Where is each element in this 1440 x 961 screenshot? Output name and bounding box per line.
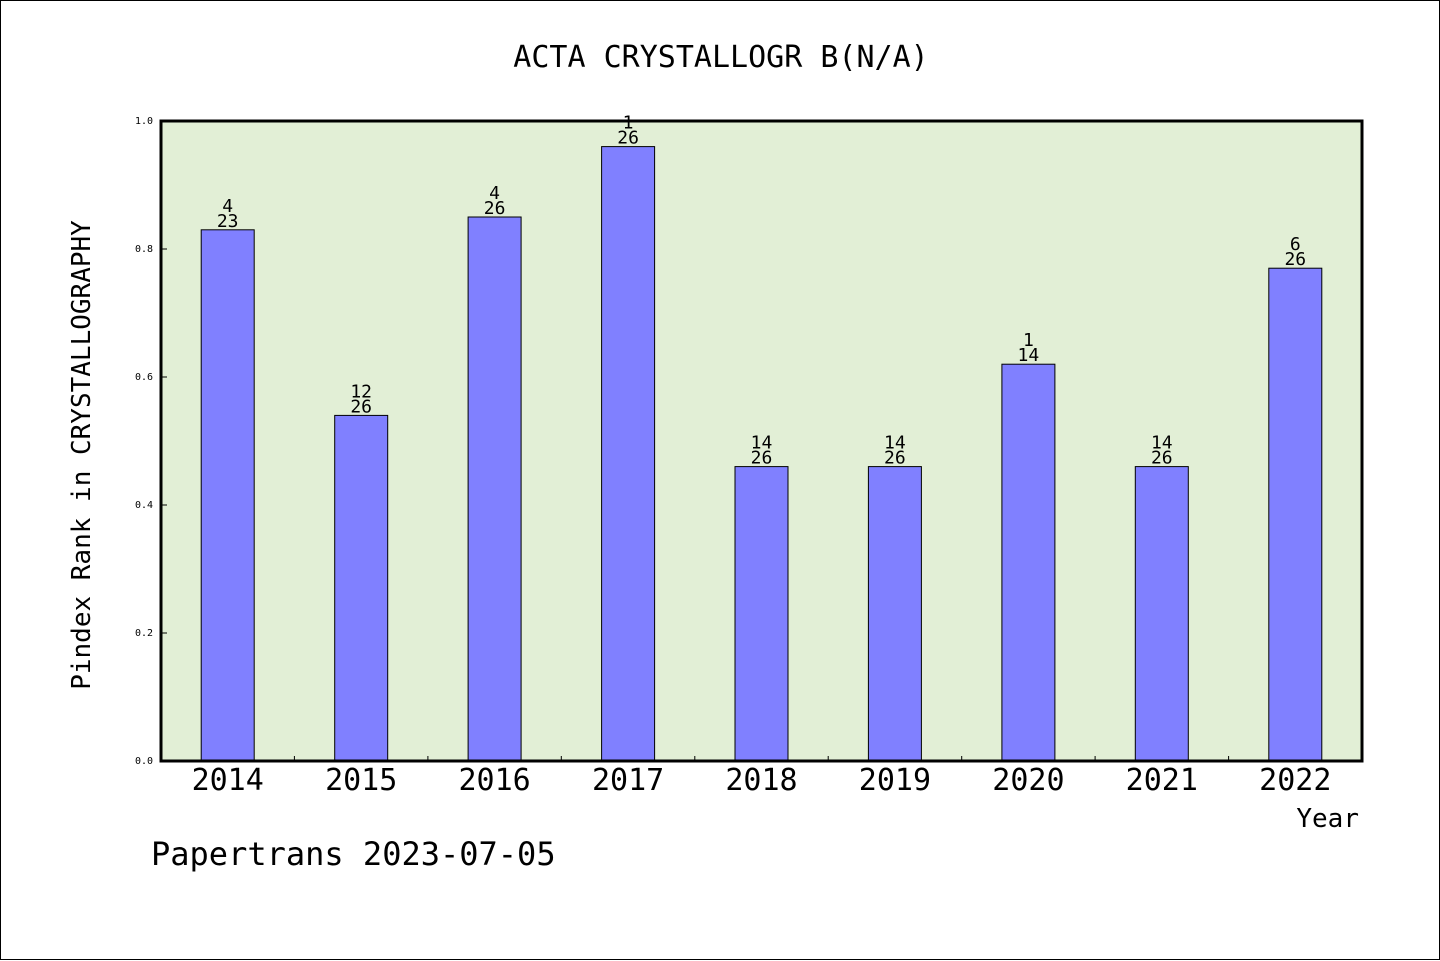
y-tick-label: 0.8 [135,244,153,255]
bar-2022 [1268,267,1323,762]
bar-rank-label-2019: 14 [884,433,906,454]
bar-2021 [1134,466,1189,762]
x-tick-label-2021: 2021 [1126,763,1198,798]
x-tick-label-2019: 2019 [859,763,931,798]
bar-rank-label-2021: 14 [1151,433,1173,454]
bar-rank-label-2016: 4 [489,183,500,204]
x-tick-label-2014: 2014 [192,763,264,798]
y-tick-label: 1.0 [135,116,153,127]
plot-border [159,119,1364,763]
bar-rank-label-2018: 14 [751,433,773,454]
x-tick-label-2020: 2020 [992,763,1064,798]
x-tick-label-2022: 2022 [1259,763,1331,798]
bar-total-label-2015: 26 [350,396,372,417]
bar-total-label-2021: 26 [1151,448,1173,469]
bar-total-label-2014: 23 [217,211,239,232]
bars-layer [200,146,1323,762]
x-axis: 2014 2015 2016 2017 2018 2019 2020 2021 2022 [192,756,1331,798]
bar-total-label-2020: 14 [1018,345,1040,366]
x-tick-label-2016: 2016 [458,763,530,798]
y-axis-label: Pindex Rank in CRYSTALLOGRAPHY [67,220,97,690]
bar-2019 [867,466,922,762]
bar-rank-label-2017: 1 [623,113,634,134]
y-tick-label: 0.2 [135,628,153,639]
bar-rank-label-2022: 6 [1290,234,1301,255]
bar-total-label-2019: 26 [884,448,906,469]
bar-rank-label-2020: 1 [1023,330,1034,351]
bar-2014 [200,229,255,762]
bar-total-label-2017: 26 [617,128,639,149]
footer-credit: Papertrans 2023-07-05 [151,835,556,873]
x-tick-label-2017: 2017 [592,763,664,798]
bar-2015 [334,414,389,762]
bar-rank-label-2015: 12 [350,381,372,402]
y-tick-label: 0.6 [135,372,153,383]
bar-2017 [601,146,656,762]
bar-2020 [1001,363,1056,762]
bar-rank-label-2014: 4 [222,196,233,217]
bar-2018 [734,466,789,762]
x-axis-label: Year [1296,804,1359,834]
bar-total-label-2018: 26 [751,448,773,469]
chart-title: ACTA CRYSTALLOGR B(N/A) [513,40,928,75]
bar-2016 [467,216,522,762]
x-tick-label-2018: 2018 [725,763,797,798]
bar-total-label-2022: 26 [1284,249,1306,270]
bar-total-label-2016: 26 [484,198,506,219]
y-tick-label: 0.4 [135,500,153,511]
y-tick-label: 0.0 [135,756,153,767]
x-tick-label-2015: 2015 [325,763,397,798]
